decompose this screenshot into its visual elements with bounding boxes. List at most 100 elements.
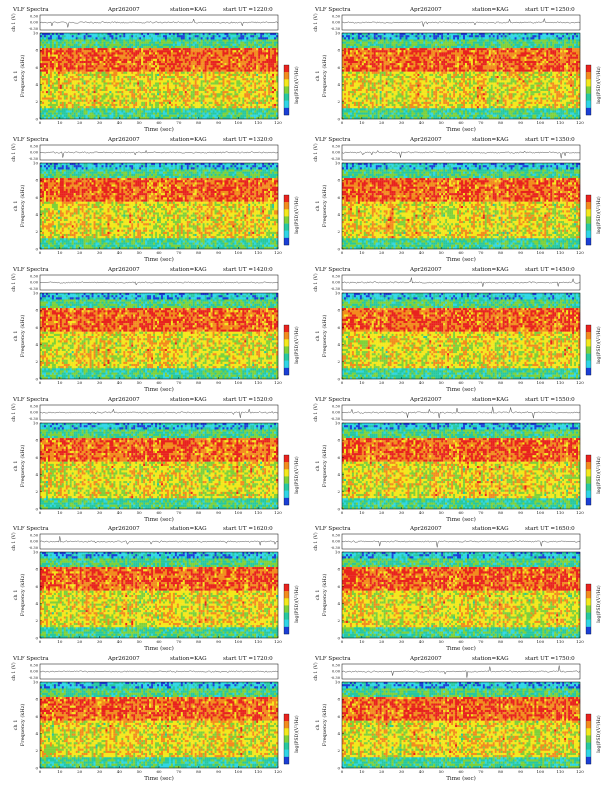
heatmap-cell <box>254 108 257 111</box>
heatmap-cell <box>238 39 241 42</box>
heatmap-cell <box>107 108 110 111</box>
heatmap-cell <box>198 110 201 113</box>
spectrogram-y-label: Frequency (kHz) <box>19 55 26 98</box>
heatmap-cell <box>222 84 225 87</box>
heatmap-cell <box>174 103 177 107</box>
heatmap-cell <box>141 60 144 64</box>
heatmap-cell <box>65 86 68 90</box>
heatmap-cell <box>220 101 223 105</box>
heatmap-cell <box>55 71 58 74</box>
heatmap-cell <box>192 97 195 100</box>
heatmap-cell <box>79 41 82 44</box>
heatmap-cell <box>236 91 239 94</box>
heatmap-cell <box>270 67 273 70</box>
heatmap-cell <box>172 65 176 68</box>
heatmap-cell <box>240 97 243 100</box>
heatmap-cell <box>186 67 189 70</box>
heatmap-cell <box>41 78 45 81</box>
heatmap-cell <box>53 50 57 53</box>
heatmap-cell <box>121 95 124 98</box>
heatmap-cell <box>256 69 259 72</box>
heatmap-cell <box>57 106 60 109</box>
heatmap-cell <box>252 39 255 42</box>
heatmap-cell <box>182 52 185 55</box>
heatmap-cell <box>270 114 273 117</box>
heatmap-cell <box>224 48 227 51</box>
heatmap-cell <box>230 76 233 79</box>
heatmap-cell <box>174 41 177 44</box>
waveform-y-label: ch 1 (V) <box>312 13 319 31</box>
heatmap-cell <box>157 99 160 102</box>
heatmap-cell <box>226 78 229 81</box>
heatmap-cell <box>268 54 271 57</box>
heatmap-cell <box>200 73 203 77</box>
heatmap-cell <box>184 43 187 47</box>
heatmap-cell <box>129 43 132 47</box>
heatmap-cell <box>236 82 239 85</box>
heatmap-cell <box>232 103 235 107</box>
heatmap-cell <box>220 71 223 74</box>
heatmap-cell <box>216 82 219 85</box>
heatmap-cell <box>260 91 263 94</box>
heatmap-cell <box>347 33 351 36</box>
heatmap-cell <box>160 54 164 57</box>
heatmap-cell <box>139 56 142 59</box>
heatmap-cell <box>141 69 144 72</box>
heatmap-cell <box>105 112 108 115</box>
heatmap-cell <box>111 39 114 42</box>
heatmap-cell <box>91 43 94 47</box>
heatmap-cell <box>85 52 88 55</box>
heatmap-cell <box>135 56 138 59</box>
heatmap-cell <box>176 71 179 74</box>
heatmap-cell <box>262 99 265 102</box>
heatmap-cell <box>198 99 201 102</box>
heatmap-cell <box>71 37 74 40</box>
heatmap-cell <box>266 35 269 38</box>
heatmap-cell <box>123 99 126 102</box>
heatmap-cell <box>55 69 58 72</box>
heatmap-cell <box>214 71 217 74</box>
heatmap-cell <box>240 63 243 66</box>
heatmap-cell <box>151 43 154 47</box>
heatmap-cell <box>170 35 174 38</box>
heatmap-cell <box>172 41 176 44</box>
heatmap-cell <box>97 88 100 92</box>
heatmap-cell <box>202 63 205 66</box>
heatmap-cell <box>170 82 174 85</box>
heatmap-cell <box>162 93 166 96</box>
heatmap-cell <box>188 60 191 64</box>
heatmap-cell <box>162 88 166 92</box>
heatmap-cell <box>151 99 154 102</box>
heatmap-cell <box>186 116 189 120</box>
heatmap-cell <box>103 45 106 49</box>
heatmap-cell <box>166 112 170 115</box>
wave-tick-label: 0.30 <box>332 15 341 19</box>
heatmap-cell <box>250 114 253 117</box>
heatmap-cell <box>162 33 166 36</box>
heatmap-cell <box>121 39 124 42</box>
heatmap-cell <box>208 114 211 117</box>
heatmap-cell <box>85 95 88 98</box>
heatmap-cell <box>97 63 100 66</box>
heatmap-cell <box>186 108 189 111</box>
heatmap-cell <box>264 86 267 90</box>
heatmap-cell <box>186 69 189 72</box>
heatmap-cell <box>125 54 128 57</box>
heatmap-cell <box>139 116 142 120</box>
heatmap-cell <box>166 63 170 66</box>
heatmap-cell <box>272 54 275 57</box>
heatmap-cell <box>155 48 158 51</box>
heatmap-cell <box>83 58 86 62</box>
heatmap-cell <box>81 43 84 47</box>
heatmap-cell <box>222 73 225 77</box>
heatmap-cell <box>260 103 263 107</box>
heatmap-cell <box>51 33 55 36</box>
heatmap-cell <box>41 39 45 42</box>
heatmap-cell <box>45 54 49 57</box>
heatmap-cell <box>266 45 269 49</box>
heatmap-cell <box>93 41 96 44</box>
heatmap-cell <box>157 67 160 70</box>
heatmap-cell <box>276 73 279 77</box>
heatmap-cell <box>236 101 239 105</box>
heatmap-cell <box>63 82 66 85</box>
